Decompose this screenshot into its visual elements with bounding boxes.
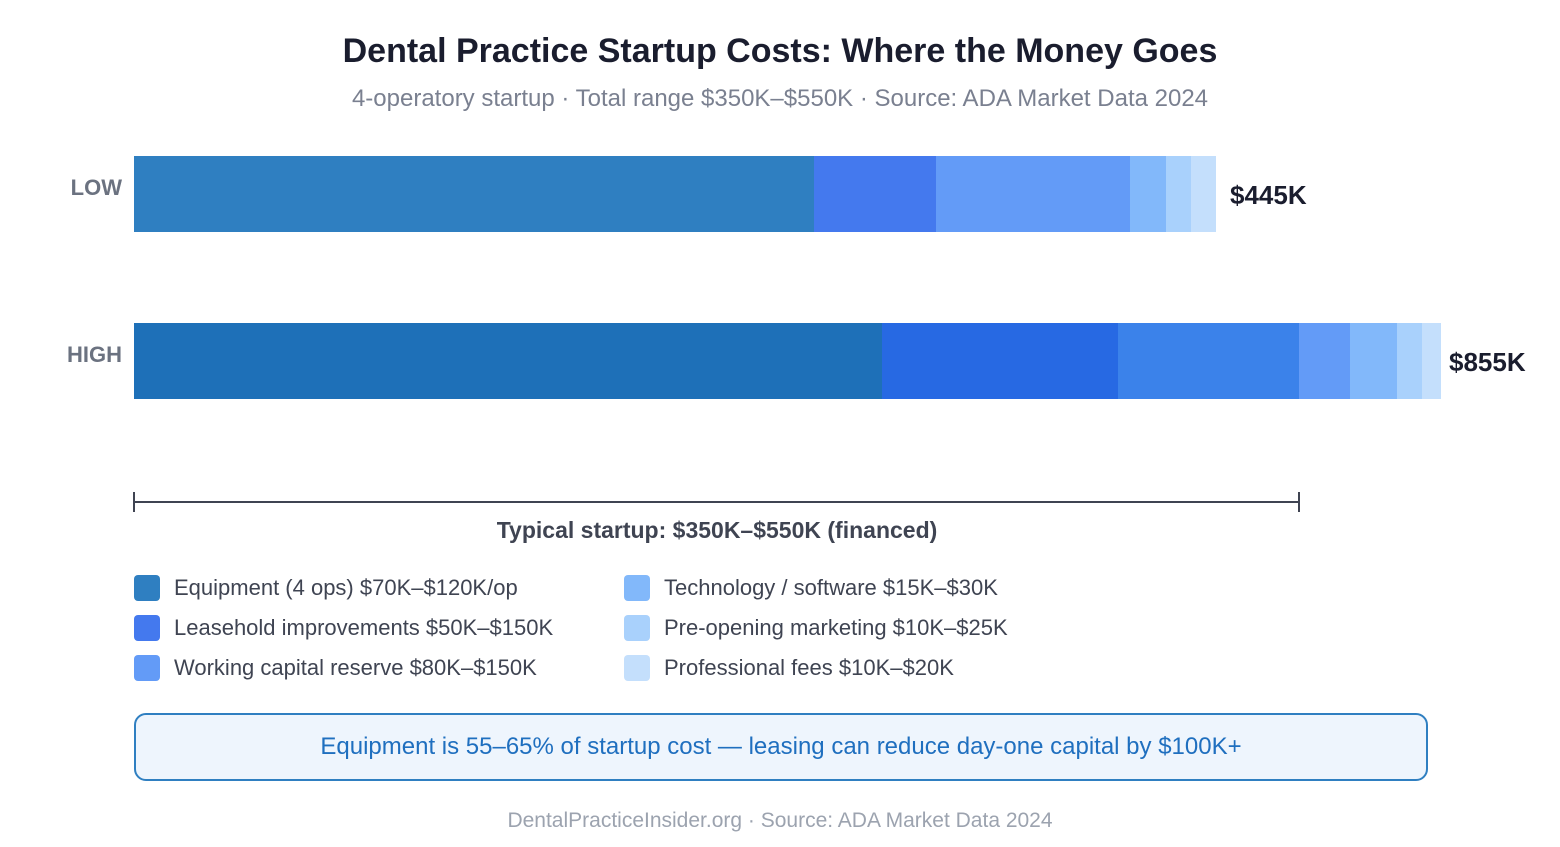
bar-segment-low-2 xyxy=(935,156,1131,232)
callout-box: Equipment is 55–65% of startup cost — le… xyxy=(134,713,1428,781)
legend-item: Working capital reserve $80K–$150K xyxy=(134,655,537,681)
legend-swatch xyxy=(624,615,650,641)
chart-subtitle: 4-operatory startup · Total range $350K–… xyxy=(351,85,1209,112)
bar-segment-high-2 xyxy=(1117,323,1300,399)
legend-item: Pre-opening marketing $10K–$25K xyxy=(624,615,1008,641)
legend-item: Leasehold improvements $50K–$150K xyxy=(134,615,553,641)
bar-segment-low-3 xyxy=(1129,156,1167,232)
bracket-line xyxy=(133,501,1299,503)
bar-segment-high-1 xyxy=(882,323,1119,399)
legend-label: Working capital reserve $80K–$150K xyxy=(174,655,537,680)
bar-segment-low-1 xyxy=(814,156,937,232)
legend-label: Leasehold improvements $50K–$150K xyxy=(174,615,554,640)
legend-item: Professional fees $10K–$20K xyxy=(624,655,954,681)
category-label-high: HIGH xyxy=(67,342,122,367)
bracket-label: Typical startup: $350K–$550K (financed) xyxy=(496,517,938,543)
bar-segment-low-0 xyxy=(134,156,815,232)
total-label-high: $855K xyxy=(1449,347,1526,377)
total-label-low: $445K xyxy=(1230,180,1307,210)
legend-label: Pre-opening marketing $10K–$25K xyxy=(664,615,1008,640)
bracket-tick-left xyxy=(133,492,135,512)
bar-segment-high-5 xyxy=(1397,323,1423,399)
legend-label: Equipment (4 ops) $70K–$120K/op xyxy=(174,575,518,600)
legend-swatch xyxy=(624,655,650,681)
footer: DentalPracticeInsider.org · Source: ADA … xyxy=(507,809,1053,832)
legend-swatch xyxy=(134,655,160,681)
category-label-low: LOW xyxy=(70,175,122,200)
legend-swatch xyxy=(624,575,650,601)
legend-label: Professional fees $10K–$20K xyxy=(664,655,954,680)
bar-segment-high-6 xyxy=(1421,323,1441,399)
bar-segment-low-5 xyxy=(1190,156,1216,232)
legend-item: Equipment (4 ops) $70K–$120K/op xyxy=(134,575,518,601)
chart-title: Dental Practice Startup Costs: Where the… xyxy=(342,32,1218,70)
bar-segment-high-4 xyxy=(1349,323,1398,399)
bar-segment-high-0 xyxy=(134,323,883,399)
legend-item: Technology / software $15K–$30K xyxy=(624,575,998,601)
legend-label: Technology / software $15K–$30K xyxy=(664,575,998,600)
legend-swatch xyxy=(134,615,160,641)
legend-swatch xyxy=(134,575,160,601)
bar-segment-low-4 xyxy=(1166,156,1192,232)
bracket-tick-right xyxy=(1298,492,1300,512)
bar-segment-high-3 xyxy=(1299,323,1351,399)
